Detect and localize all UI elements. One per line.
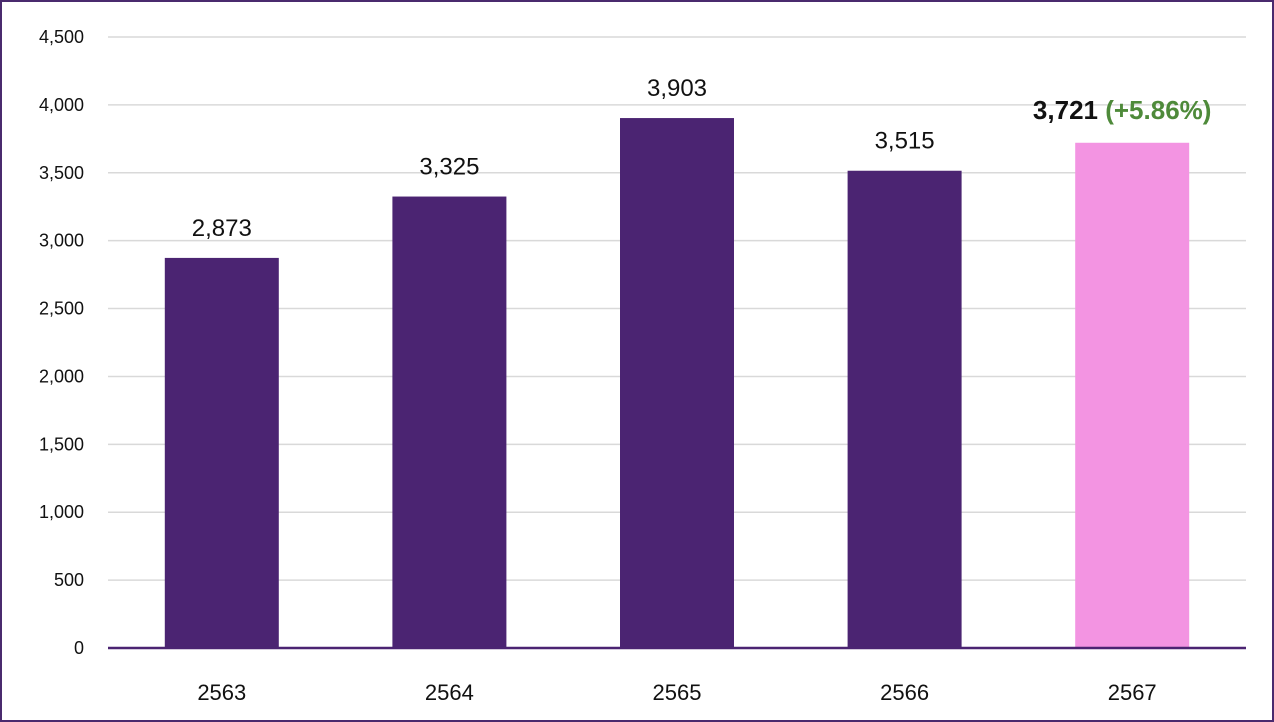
bars bbox=[164, 118, 1190, 649]
bar-highlight bbox=[1075, 142, 1190, 649]
data-label-value: 3,721 bbox=[1033, 95, 1105, 125]
y-axis-ticks: 0 500 1,000 1,500 2,000 2,500 3,000 3,500 4,000 4… bbox=[39, 27, 84, 658]
data-label: 2,873 bbox=[192, 215, 252, 242]
y-tick-label: 3,500 bbox=[39, 163, 84, 183]
x-tick-label: 2565 bbox=[653, 680, 702, 705]
x-tick-label: 2567 bbox=[1108, 680, 1157, 705]
y-tick-label: 500 bbox=[54, 570, 84, 590]
bar bbox=[392, 196, 507, 649]
y-tick-label: 2,500 bbox=[39, 299, 84, 319]
data-label: 3,515 bbox=[875, 128, 935, 155]
y-tick-label: 1,000 bbox=[39, 502, 84, 522]
data-label: 3,903 bbox=[647, 75, 707, 102]
y-tick-label: 3,000 bbox=[39, 231, 84, 251]
data-label: 3,325 bbox=[419, 154, 479, 181]
data-label-change: (+5.86%) bbox=[1105, 95, 1211, 125]
bar bbox=[847, 170, 962, 649]
y-tick-label: 4,000 bbox=[39, 95, 84, 115]
x-tick-label: 2566 bbox=[880, 680, 929, 705]
data-labels: 2,873 3,325 3,903 3,515 3,721 (+5.86%) bbox=[192, 75, 1212, 242]
y-tick-label: 2,000 bbox=[39, 366, 84, 386]
bar bbox=[164, 257, 279, 648]
y-tick-label: 1,500 bbox=[39, 434, 84, 454]
y-tick-label: 4,500 bbox=[39, 27, 84, 47]
bar bbox=[620, 118, 734, 649]
x-tick-label: 2563 bbox=[197, 680, 246, 705]
data-label-highlight: 3,721 (+5.86%) bbox=[1033, 95, 1212, 125]
x-tick-label: 2564 bbox=[425, 680, 474, 705]
x-axis-ticks: 2563 2564 2565 2566 2567 bbox=[197, 680, 1156, 705]
y-tick-label: 0 bbox=[74, 638, 84, 658]
